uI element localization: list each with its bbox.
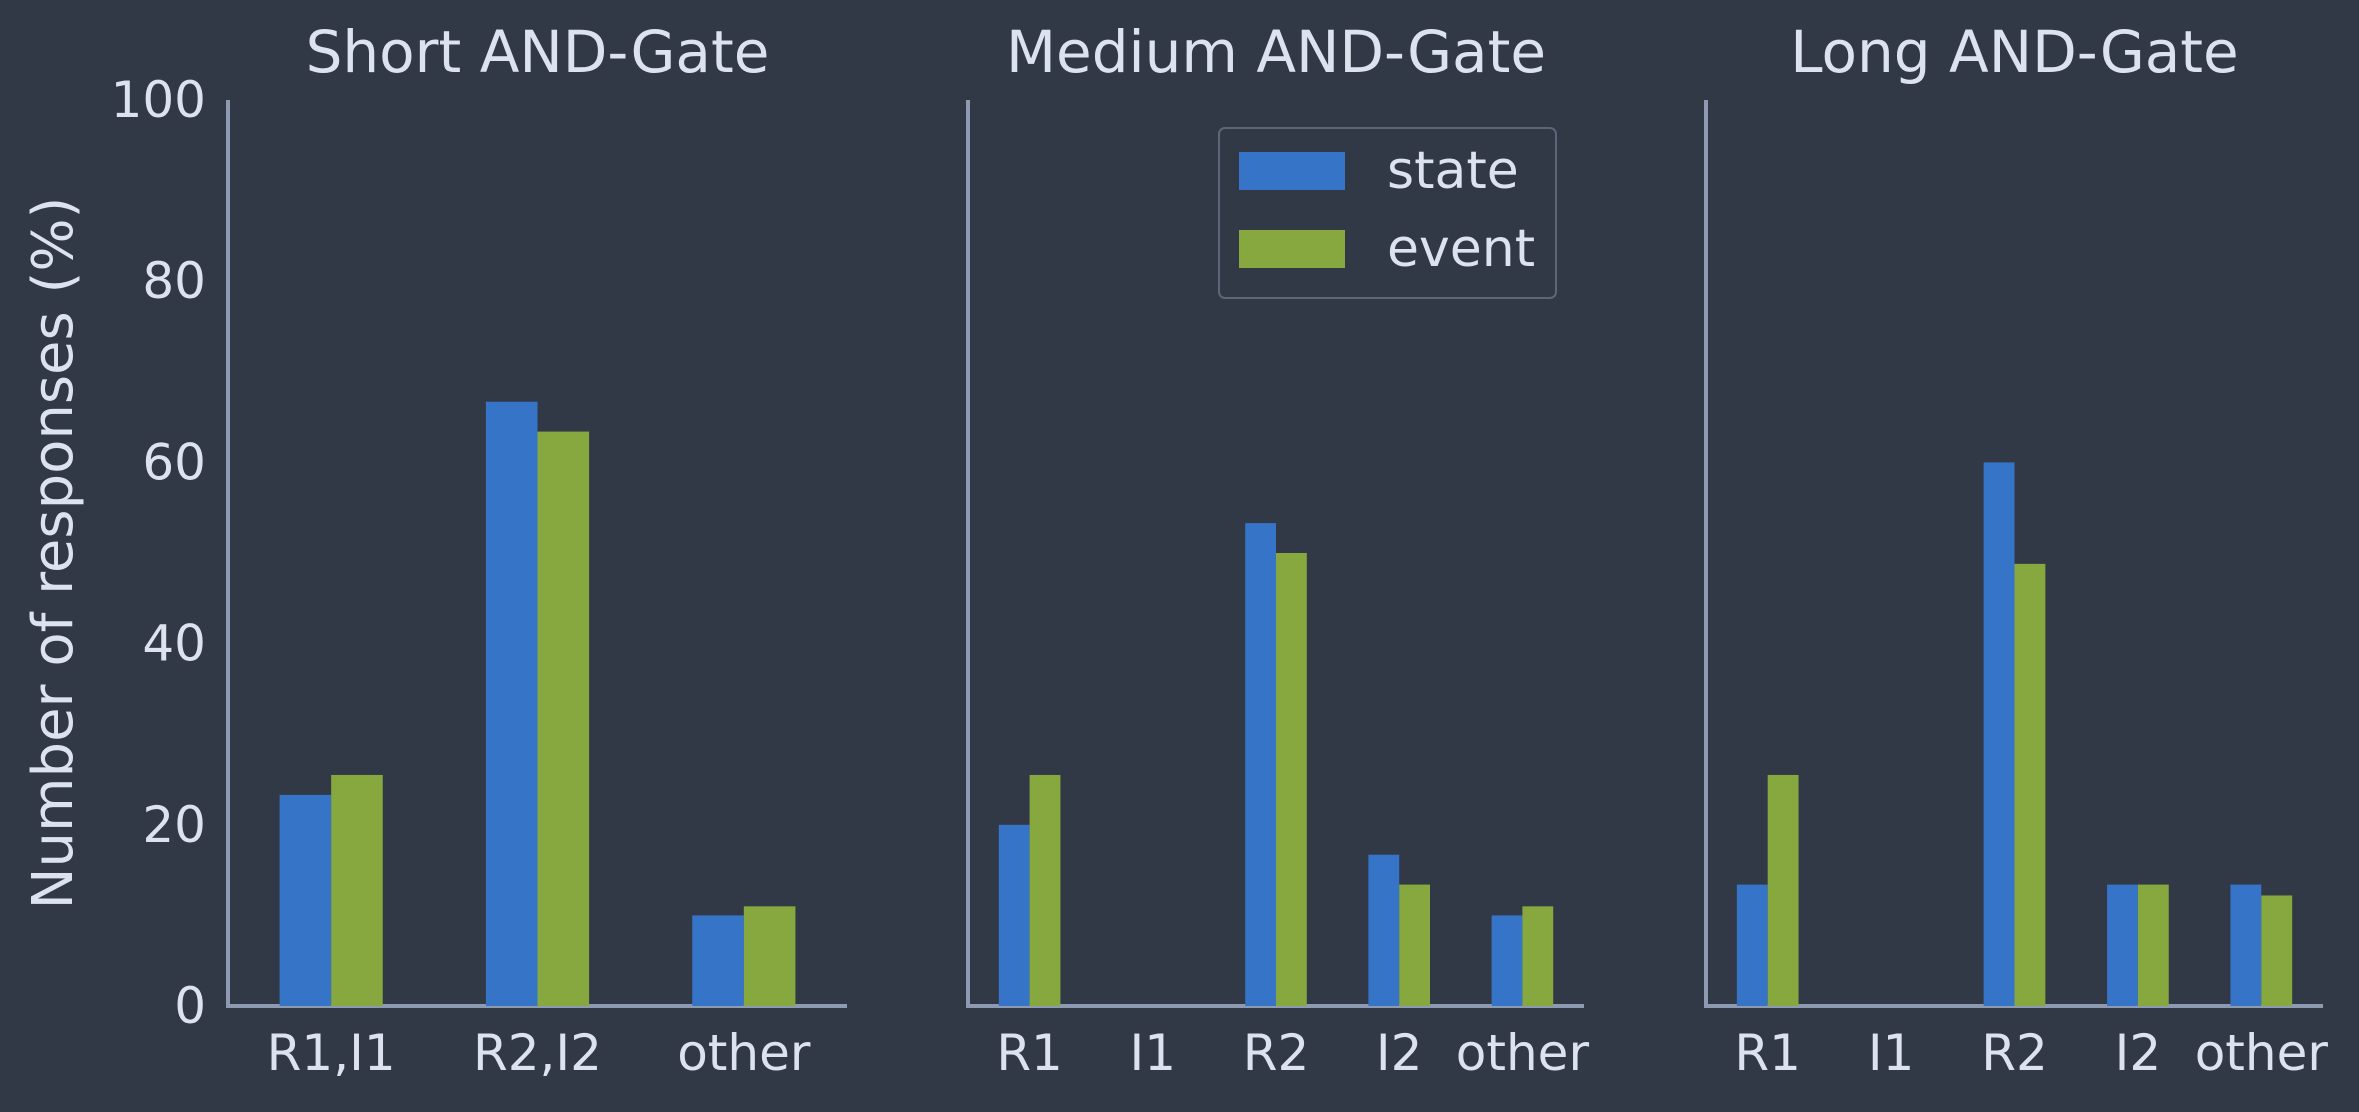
panel-short-and-gate: Short AND-Gate 0 20 40 60 80 100 R1,I1 R2,I2 othe… [111, 18, 847, 1082]
bar-state-r2 [1245, 523, 1276, 1006]
x-tick-label: R2 [1243, 1024, 1310, 1082]
bar-event-r1-i1 [331, 774, 383, 1006]
x-tick-label: I2 [1376, 1024, 1423, 1082]
legend-swatch-state [1239, 152, 1345, 190]
x-tick-label: other [2195, 1024, 2329, 1082]
bar-state-r1 [998, 824, 1030, 1006]
bar-event-r1 [1029, 774, 1061, 1006]
panel-title: Medium AND-Gate [1006, 18, 1546, 86]
bar-state-i2 [1368, 854, 1400, 1006]
bar-state-r1-i1 [279, 794, 332, 1006]
panel-title: Short AND-Gate [306, 18, 770, 86]
bar-event-other [2261, 895, 2293, 1006]
legend-label-state: state [1387, 141, 1519, 201]
x-tick-label: other [1456, 1024, 1590, 1082]
y-tick-label: 20 [142, 796, 206, 854]
x-tick-label: R1 [996, 1024, 1063, 1082]
x-tick-label: R1,I1 [267, 1024, 396, 1082]
bar-event-r2 [2014, 563, 2046, 1006]
bar-event-other [1522, 906, 1554, 1006]
bar-state-other [692, 915, 744, 1006]
x-tick-label: other [677, 1024, 811, 1082]
x-tick-label: R1 [1734, 1024, 1801, 1082]
panel-medium-and-gate: Medium AND-Gate R1 I1 R2 I2 other [966, 18, 1589, 1082]
legend-label-event: event [1387, 219, 1535, 279]
x-tick-label: I1 [1868, 1024, 1915, 1082]
bar-event-i2 [1399, 884, 1430, 1006]
bar-event-i2 [2137, 884, 2169, 1006]
legend: state event [1218, 127, 1557, 299]
chart-panels: Short AND-Gate 0 20 40 60 80 100 R1,I1 R2,I2 othe… [111, 18, 2329, 1082]
y-tick-label: 100 [111, 71, 206, 129]
panel-title: Long AND-Gate [1790, 18, 2238, 86]
bar-state-other [1491, 915, 1523, 1006]
bar-state-other [2230, 884, 2262, 1006]
bar-event-r2 [1276, 553, 1307, 1006]
bar-state-r2-i2 [485, 401, 538, 1006]
y-tick-label: 40 [142, 615, 206, 673]
bar-state-r2 [1983, 462, 2015, 1006]
x-tick-label: R2,I2 [473, 1024, 602, 1082]
bar-state-r1 [1736, 884, 1768, 1006]
x-tick-label: R2 [1981, 1024, 2048, 1082]
x-tick-label: I1 [1130, 1024, 1177, 1082]
panel-long-and-gate: Long AND-Gate R1 I1 R2 I2 other [1704, 18, 2328, 1082]
bar-event-r1 [1767, 774, 1799, 1006]
y-axis-label: Number of responses (%) [21, 197, 86, 910]
y-tick-label: 60 [142, 433, 206, 491]
y-tick-label: 0 [174, 977, 206, 1035]
legend-swatch-event [1239, 230, 1345, 268]
x-tick-label: I2 [2115, 1024, 2162, 1082]
y-tick-label: 80 [142, 252, 206, 310]
bar-event-other [743, 906, 796, 1006]
bar-event-r2-i2 [537, 431, 590, 1006]
bar-state-i2 [2107, 884, 2138, 1006]
